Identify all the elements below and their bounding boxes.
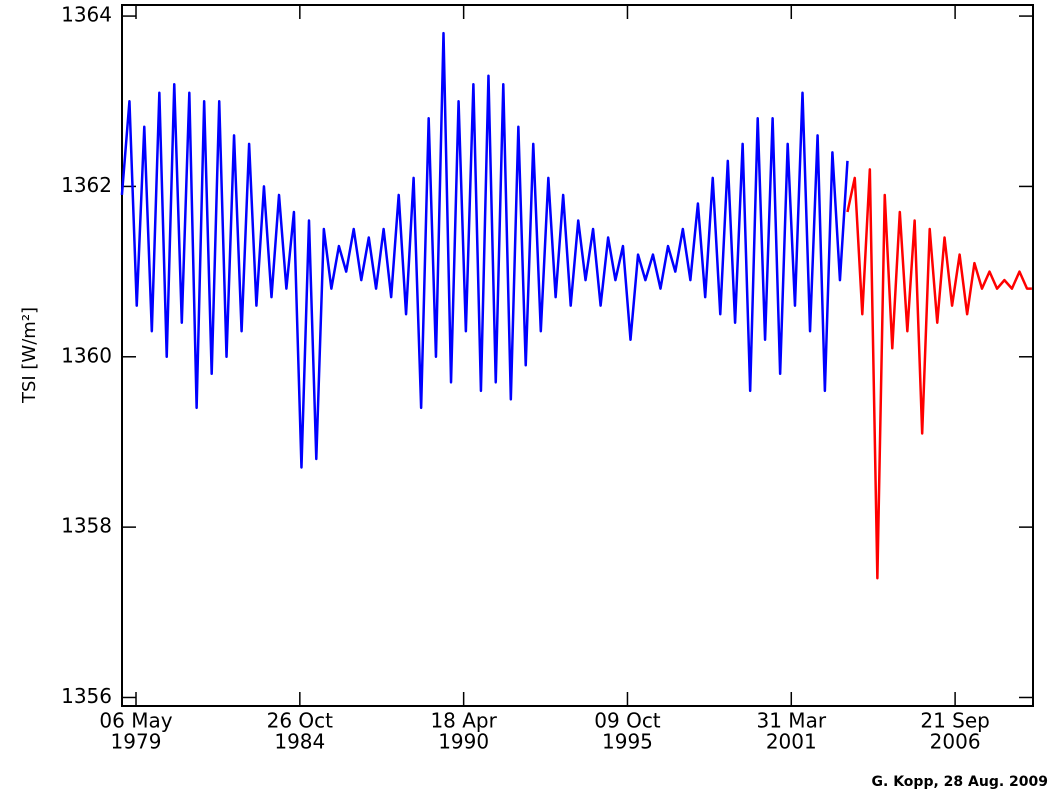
- x-tick-label: 31 Mar: [757, 709, 827, 733]
- y-axis-label: TSI [W/m²]: [19, 307, 40, 404]
- y-tick-label: 1362: [61, 173, 112, 197]
- x-tick-label: 1984: [274, 730, 325, 754]
- x-tick-label: 1990: [438, 730, 489, 754]
- y-tick-label: 1360: [61, 343, 112, 367]
- x-tick-label: 26 Oct: [267, 709, 334, 733]
- y-tick-label: 1358: [61, 514, 112, 538]
- x-tick-label: 2001: [766, 730, 817, 754]
- data-line: [120, 31, 849, 469]
- y-tick-label: 1364: [61, 3, 112, 27]
- y-tick-label: 1356: [61, 684, 112, 708]
- plot-frame: [121, 4, 1034, 707]
- x-tick-label: 21 Sep: [920, 709, 990, 733]
- x-tick-label: 1995: [602, 730, 653, 754]
- annotation: G. Kopp, 28 Aug. 2009: [872, 774, 1048, 790]
- x-tick-label: 09 Oct: [594, 709, 661, 733]
- data-line: [846, 168, 1032, 580]
- x-tick-label: 18 Apr: [430, 709, 497, 733]
- x-tick-label: 2006: [930, 730, 981, 754]
- x-tick-label: 06 May: [99, 709, 172, 733]
- x-tick-label: 1979: [111, 730, 162, 754]
